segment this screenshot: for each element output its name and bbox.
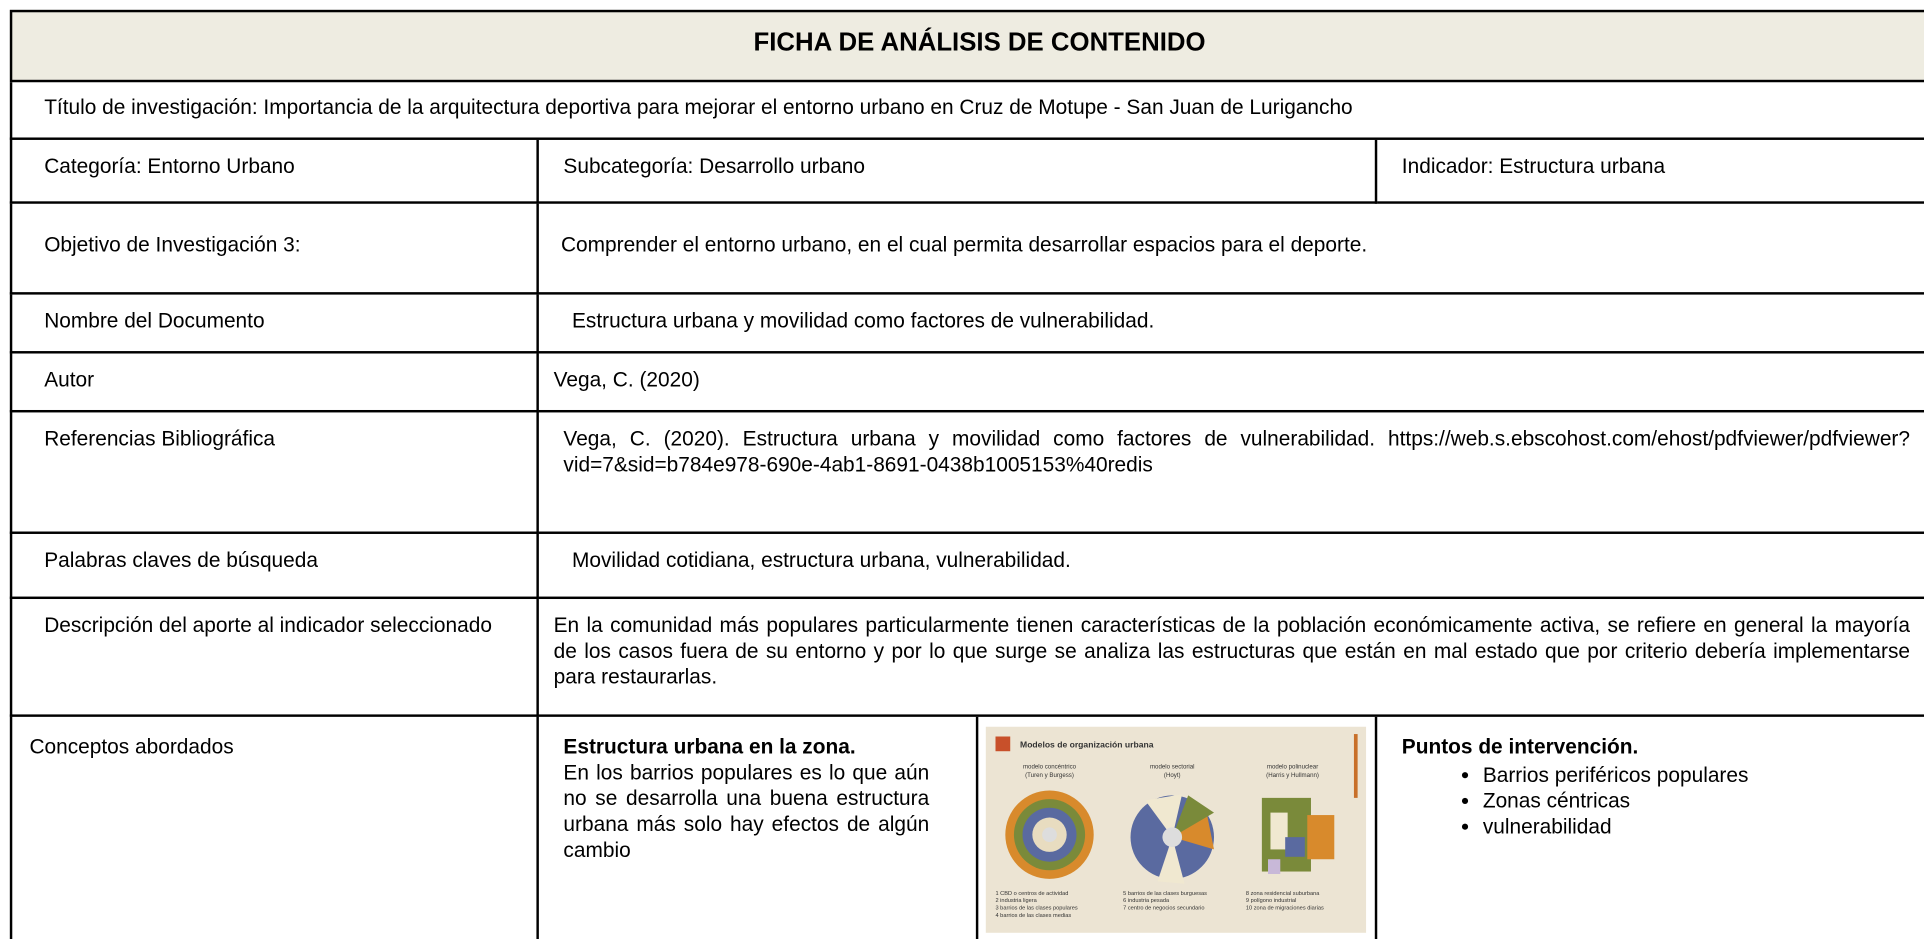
row-label: Referencias Bibliográfica [44, 427, 276, 451]
intervention-list: Barrios periféricos popularesZonas céntr… [1402, 762, 1924, 839]
cell: Conceptos abordados [9, 716, 539, 939]
model-label: (Turen y Burgess) [1025, 772, 1074, 779]
model-label: modelo sectorial [1150, 763, 1195, 770]
row-value: Estructura urbana y movilidad como facto… [572, 309, 1155, 333]
cell: Estructura urbana en la zona. En los barr… [539, 716, 979, 939]
value-cell: En la comunidad más populares particular… [538, 599, 1924, 717]
row-label: Descripción del aporte al indicador sele… [44, 613, 492, 638]
legend-text: 2 industria ligera [996, 898, 1038, 904]
legend-text: 6 industria pesada [1123, 898, 1170, 904]
legend-text: 3 barrios de las clases populares [996, 906, 1078, 912]
indicator: Indicador: Estructura urbana [1401, 154, 1666, 178]
label-cell: Autor [9, 353, 539, 413]
row-label: Objetivo de Investigación 3: [44, 233, 301, 257]
structure-text: En los barrios populares es lo que aún n… [563, 761, 930, 862]
category: Categoría: Entorno Urbano [44, 154, 295, 178]
model-label: modelo polinuclear [1267, 763, 1318, 770]
concentric [1005, 790, 1094, 879]
legend-text: 1 CBD o centros de actividad [996, 891, 1069, 897]
value-cell: Vega, C. (2020). Estructura urbana y mov… [538, 412, 1924, 534]
label-cell: Objetivo de Investigación 3: [9, 203, 539, 295]
cell: Modelos de organización urbana modelo co… [978, 716, 1378, 939]
header-title: FICHA DE ANÁLISIS DE CONTENIDO [753, 28, 1206, 57]
figure-edge [1353, 734, 1358, 798]
model-label: (Hoyt) [1164, 772, 1181, 779]
polynuclear [1261, 797, 1335, 874]
intervention-heading: Puntos de intervención. [1401, 735, 1639, 759]
row-value: Vega, C. (2020). Estructura urbana y mov… [563, 427, 1910, 477]
label-cell: Referencias Bibliográfica [9, 412, 539, 534]
subcategory: Subcategoría: Desarrollo urbano [563, 154, 866, 178]
label-cell: Descripción del aporte al indicador sele… [9, 599, 539, 717]
title-cell: Título de investigación: Importancia de … [9, 82, 1924, 140]
row-label: Palabras claves de búsqueda [44, 548, 318, 573]
header-cell: FICHA DE ANÁLISIS DE CONTENIDO [9, 9, 1924, 83]
sectorial [1130, 794, 1214, 884]
cell: Categoría: Entorno Urbano [9, 139, 539, 204]
value-cell: Comprender el entorno urbano, en el cual… [538, 204, 1924, 295]
legend-text: 10 zona de migraciones diarias [1246, 906, 1324, 912]
value-cell: Movilidad cotidiana, estructura urbana, … [538, 534, 1924, 600]
legend-text: 4 barrios de las clases medias [996, 913, 1072, 919]
value-cell: Estructura urbana y movilidad como facto… [538, 295, 1924, 354]
row-value: En la comunidad más populares particular… [553, 613, 1910, 689]
legend-text: 7 centro de negocios secundario [1123, 906, 1204, 912]
cell: Puntos de intervención. Barrios periféri… [1377, 717, 1924, 939]
row-label: Autor [44, 368, 95, 392]
row-value: Vega, C. (2020) [553, 368, 700, 392]
row-value: Comprender el entorno urbano, en el cual… [560, 233, 1368, 257]
cell: Indicador: Estructura urbana [1377, 140, 1924, 204]
legend-text: 9 polígono industrial [1246, 898, 1296, 904]
figure-icon [995, 736, 1011, 752]
value-cell: Vega, C. (2020) [538, 354, 1924, 413]
cell: Subcategoría: Desarrollo urbano [538, 139, 1378, 204]
intervention-item: Zonas céntricas [1483, 788, 1924, 814]
figure-title: Modelos de organización urbana [1020, 740, 1154, 750]
row-value: Movilidad cotidiana, estructura urbana, … [572, 548, 1071, 573]
figure: Modelos de organización urbana modelo co… [985, 726, 1367, 933]
research-title: Título de investigación: Importancia de … [44, 95, 1353, 120]
model-label: modelo concéntrico [1023, 763, 1077, 770]
label-cell: Nombre del Documento [9, 294, 539, 354]
legend-text: 5 barrios de las clases burguesas [1123, 891, 1207, 897]
intervention-item: Barrios periféricos populares [1483, 762, 1924, 788]
model-label: (Harris y Hullmann) [1266, 772, 1319, 779]
structure-heading: Estructura urbana en la zona. [563, 735, 856, 759]
label-cell: Palabras claves de búsqueda [9, 533, 539, 600]
intervention-item: vulnerabilidad [1483, 814, 1924, 840]
concepts-label: Conceptos abordados [29, 735, 234, 759]
legend-text: 8 zona residencial suburbana [1246, 891, 1320, 897]
row-label: Nombre del Documento [44, 309, 265, 333]
